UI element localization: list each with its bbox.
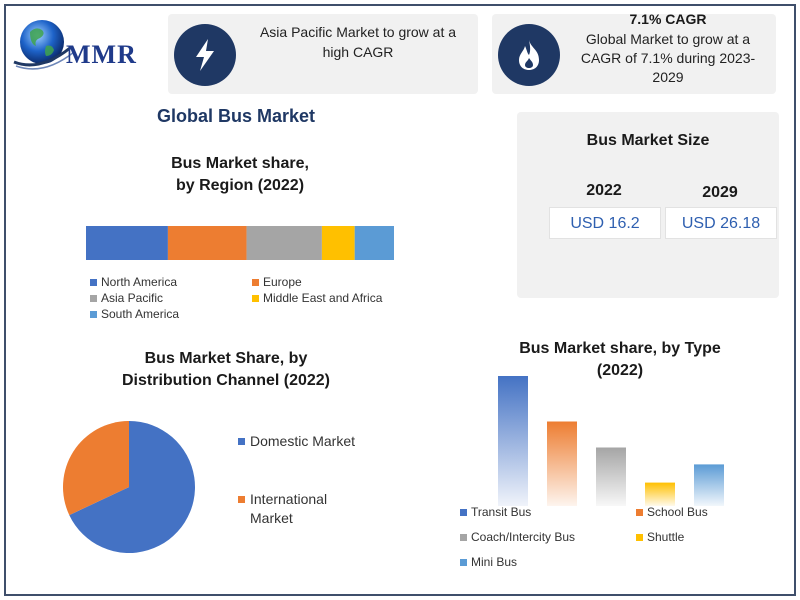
- region-chart-title: Bus Market share, by Region (2022): [100, 153, 380, 197]
- highlight-text: Asia Pacific Market to grow at a high CA…: [259, 24, 457, 60]
- type-chart-title: Bus Market share, by Type (2022): [480, 338, 760, 382]
- flame-icon: [498, 24, 560, 86]
- legend-swatch: [460, 533, 467, 541]
- legend-swatch: [636, 508, 643, 516]
- pie-slice-international-market: [62, 421, 129, 516]
- bar-segment-asia-pacific: [246, 226, 322, 260]
- chart-title-line: Bus Market Share, by: [144, 350, 308, 367]
- bar-mini-bus: [694, 464, 724, 506]
- legend-label: Europe: [263, 275, 302, 289]
- bar-segment-north-america: [86, 226, 168, 260]
- market-value: USD 26.18: [665, 207, 777, 239]
- legend-item: Coach/Intercity Bus: [460, 529, 630, 545]
- legend-item: School Bus: [636, 504, 800, 520]
- market-value: USD 16.2: [549, 207, 661, 239]
- mmr-logo: MMR: [10, 12, 140, 82]
- legend-label: South America: [101, 307, 180, 321]
- bar-segment-middle-east-and-africa: [321, 226, 355, 260]
- legend-swatch: [252, 278, 259, 286]
- channel-pie-chart: [62, 421, 195, 553]
- market-size-title: Bus Market Size: [586, 132, 710, 149]
- bar-transit-bus: [498, 376, 528, 506]
- legend-swatch: [460, 558, 467, 566]
- region-stacked-bar: [86, 226, 394, 260]
- legend-label: School Bus: [647, 505, 708, 519]
- highlight-card-apac: Asia Pacific Market to grow at a high CA…: [168, 14, 478, 94]
- legend-label: Coach/Intercity Bus: [471, 530, 576, 544]
- legend-item: Domestic Market: [238, 432, 358, 451]
- type-bar-chart: [498, 376, 724, 506]
- globe-icon: [13, 20, 75, 70]
- legend-item: International Market: [238, 490, 358, 528]
- year-label: 2029: [702, 184, 738, 201]
- legend-swatch: [90, 310, 97, 318]
- legend-swatch: [90, 294, 97, 302]
- legend-swatch: [90, 278, 97, 286]
- chart-title-line: by Region (2022): [175, 177, 305, 194]
- legend-swatch: [252, 294, 259, 302]
- legend-label: Domestic Market: [250, 433, 356, 449]
- chart-title-line: Bus Market share,: [171, 155, 309, 172]
- bar-segment-europe: [167, 226, 247, 260]
- highlight-card-cagr: 7.1% CAGR Global Market to grow at a CAG…: [492, 11, 776, 94]
- legend-swatch: [238, 496, 245, 503]
- legend-item: South America: [90, 306, 260, 322]
- legend-label: Shuttle: [647, 530, 685, 544]
- lightning-icon: [174, 24, 236, 86]
- chart-title-line: Distribution Channel (2022): [121, 372, 331, 389]
- legend-label: Asia Pacific: [101, 291, 164, 305]
- legend-item: Shuttle: [636, 529, 800, 545]
- page-frame: [4, 4, 796, 596]
- legend-label: North America: [101, 275, 178, 289]
- legend-label: Mini Bus: [471, 555, 518, 569]
- bar-segment-south-america: [354, 226, 394, 260]
- legend-item: Europe: [252, 274, 422, 290]
- legend-swatch: [460, 508, 467, 516]
- cagr-title: 7.1% CAGR: [629, 11, 707, 27]
- legend-item: Middle East and Africa: [252, 290, 422, 306]
- bar-shuttle: [645, 482, 675, 506]
- chart-title-line: (2022): [596, 362, 644, 379]
- legend-label: Transit Bus: [471, 505, 532, 519]
- legend-swatch: [636, 533, 643, 541]
- legend-item: Mini Bus: [460, 554, 630, 570]
- legend-label: Middle East and Africa: [263, 291, 383, 305]
- page-title: Global Bus Market: [157, 106, 316, 126]
- legend-item: Transit Bus: [460, 504, 630, 520]
- year-label: 2022: [586, 182, 622, 199]
- legend-item: Asia Pacific: [90, 290, 260, 306]
- bar-school-bus: [547, 421, 577, 506]
- pie-slice-domestic-market: [69, 421, 195, 553]
- highlight-text: Global Market to grow at a CAGR of 7.1% …: [580, 31, 756, 85]
- legend-item: North America: [90, 274, 260, 290]
- bar-coach-intercity-bus: [596, 447, 626, 506]
- channel-chart-title: Bus Market Share, by Distribution Channe…: [88, 348, 364, 392]
- legend-label: International Market: [250, 491, 328, 526]
- chart-title-line: Bus Market share, by Type: [519, 340, 721, 357]
- market-size-card: Bus Market Size 2022 2029 USD 16.2 USD 2…: [517, 112, 779, 298]
- logo-text: MMR: [66, 40, 137, 69]
- legend-swatch: [238, 438, 245, 445]
